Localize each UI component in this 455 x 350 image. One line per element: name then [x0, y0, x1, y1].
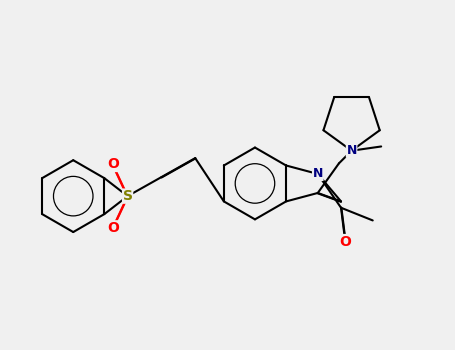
Text: S: S [122, 189, 132, 203]
Text: N: N [313, 167, 323, 181]
Text: N: N [346, 144, 357, 157]
Text: O: O [339, 234, 351, 248]
Text: O: O [107, 158, 119, 172]
Text: O: O [107, 221, 119, 235]
